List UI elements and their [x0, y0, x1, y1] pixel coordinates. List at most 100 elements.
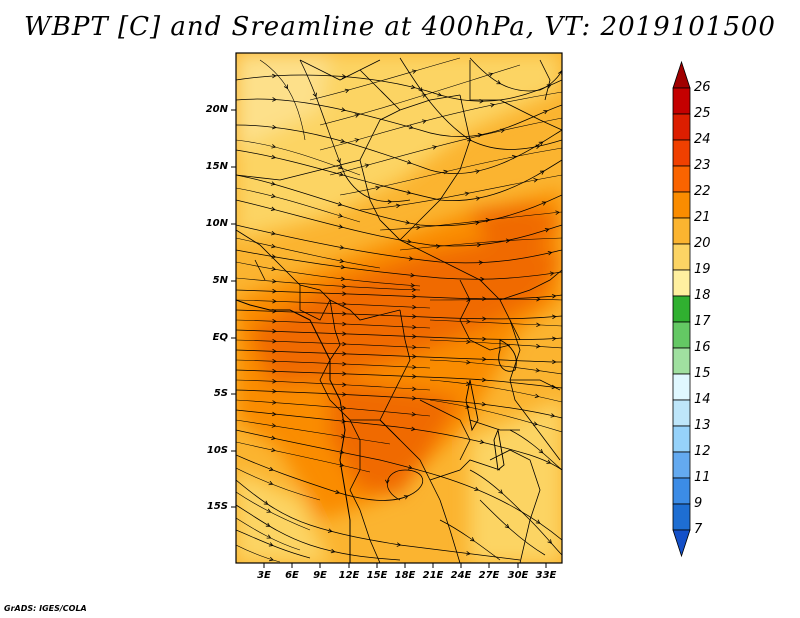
streamline-arrowhead: [412, 354, 417, 359]
streamline-arrowhead: [338, 224, 344, 229]
colorbar-swatch: [672, 269, 691, 297]
streamline-arrowhead: [421, 93, 427, 98]
lon-label-27e: 27E: [478, 570, 500, 581]
streamline-arrowhead: [408, 256, 414, 261]
streamline-arrowhead: [412, 344, 417, 350]
streamline-arrowhead: [482, 296, 487, 302]
lat-label-5s: 5S: [213, 388, 228, 399]
streamline-arrowhead: [535, 368, 541, 373]
streamline-arrowhead: [505, 238, 511, 243]
streamline-arrowhead: [269, 556, 274, 562]
lon-label-15e: 15E: [366, 570, 388, 581]
lake-malawi: [493, 428, 505, 471]
streamline-arrowhead: [411, 426, 416, 432]
streamline-arrowhead: [339, 245, 345, 250]
streamline-arrowhead: [271, 423, 277, 428]
streamline-arrowhead: [342, 301, 347, 307]
lat-label-15s: 15S: [206, 501, 228, 512]
colorbar-label: 26: [694, 80, 711, 95]
streamline-arrowhead: [511, 154, 517, 160]
streamline-arrowhead: [272, 379, 277, 384]
lake-victoria: [498, 339, 517, 372]
lon-label-30e: 30E: [507, 570, 529, 581]
streamline-arrowhead: [411, 287, 417, 293]
streamline-arrowhead: [482, 336, 487, 342]
colorbar-label: 16: [694, 340, 711, 355]
streamline-arrowhead: [269, 466, 274, 472]
streamline-arrowhead: [406, 190, 412, 195]
streamline-arrowhead: [342, 361, 347, 367]
colorbar-swatch: [672, 373, 691, 401]
streamline-arrowhead: [340, 138, 346, 144]
colorbar-label: 7: [694, 522, 703, 537]
lon-label-3e: 3E: [257, 570, 271, 581]
streamline-arrowhead: [272, 338, 277, 344]
streamline-arrowhead: [474, 486, 480, 491]
lake-tanganyika: [465, 379, 479, 432]
streamline-arrowhead: [536, 296, 541, 302]
shaded-field: [236, 53, 562, 563]
colorbar-swatch: [672, 477, 691, 505]
streamline-arrowhead: [272, 368, 277, 374]
streamline-arrowhead: [407, 239, 412, 244]
streamline-arrowhead: [337, 201, 343, 207]
streamline-arrowhead: [470, 537, 475, 542]
streamline-arrowhead: [344, 88, 350, 94]
streamline-arrowhead: [342, 382, 347, 387]
streamline-arrowhead: [411, 386, 417, 392]
streamline-arrowhead: [341, 107, 346, 112]
streamline-arrowhead: [272, 328, 277, 334]
streamline-arrowhead: [339, 258, 345, 264]
colorbar-label: 23: [694, 158, 711, 173]
streamline-arrowhead: [412, 304, 417, 310]
streamline-arrowhead: [342, 321, 347, 327]
streamline-arrowhead: [544, 228, 550, 233]
streamline-arrowhead: [375, 185, 381, 191]
streamline-arrowhead: [500, 128, 506, 134]
streamline-arrowhead: [488, 72, 494, 77]
streamline-arrowhead: [271, 154, 277, 160]
streamline-arrowhead: [533, 421, 538, 426]
streamline-arrowhead: [538, 141, 544, 146]
streamline-arrowhead: [342, 341, 347, 347]
streamline-arrowhead: [271, 243, 276, 249]
colorbar-swatch: [672, 503, 691, 531]
lon-label-24e: 24E: [450, 570, 472, 581]
streamline-arrowhead: [478, 260, 484, 265]
streamline-arrowhead: [422, 119, 427, 124]
streamline-arrowhead: [412, 314, 417, 319]
streamline-arrowhead: [266, 534, 272, 539]
lat-label-20n: 20N: [205, 104, 228, 115]
lat-label-5n: 5N: [212, 275, 228, 286]
streamline-arrowhead: [271, 230, 276, 236]
streamline-arrowhead: [538, 448, 544, 454]
streamline-arrowhead: [479, 439, 485, 444]
streamline-arrowhead: [412, 334, 417, 339]
streamline-arrowhead: [410, 283, 416, 288]
streamline-arrowhead: [555, 210, 560, 215]
streamline-arrowhead: [481, 377, 487, 383]
streamline-arrowhead: [263, 500, 269, 505]
streamline-arrowhead: [551, 293, 557, 299]
streamline-arrowhead: [435, 244, 441, 249]
lat-label-15n: 15N: [205, 161, 228, 172]
streamline-arrowhead: [341, 405, 347, 411]
streamline-arrowhead: [340, 276, 346, 282]
lon-label-12e: 12E: [338, 570, 360, 581]
colorbar-label: 22: [694, 184, 711, 199]
streamline-arrowhead: [432, 145, 438, 150]
streamline-arrowhead: [271, 266, 277, 272]
lon-label-33e: 33E: [535, 570, 557, 581]
streamline-arrowhead: [443, 169, 449, 175]
streamline-arrowhead: [546, 84, 552, 89]
plot-frame: [235, 52, 563, 564]
streamline-arrowhead: [268, 542, 274, 547]
streamline-arrowhead: [271, 193, 276, 199]
streamline-arrowhead: [475, 196, 481, 201]
streamline-arrowhead: [270, 206, 276, 212]
streamline-arrowhead: [504, 523, 510, 529]
colorbar-label: 12: [694, 444, 711, 459]
streamline-arrowhead: [477, 132, 483, 138]
streamline-arrowhead: [354, 113, 360, 118]
